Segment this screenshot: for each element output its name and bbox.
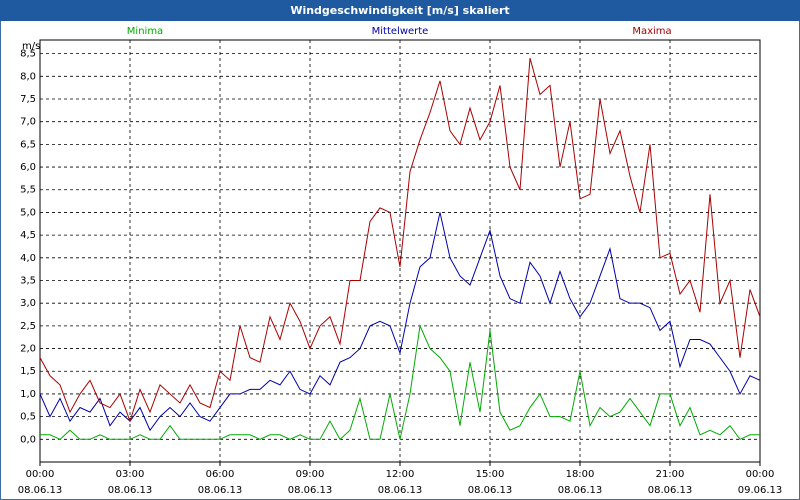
x-tick-label: 08.06.13	[648, 485, 693, 496]
chart-title: Windgeschwindigkeit [m/s] skaliert	[290, 4, 509, 17]
y-tick-label: 7,5	[20, 94, 36, 105]
y-tick-label: 3,0	[20, 298, 36, 309]
y-tick-label: 8,0	[20, 71, 36, 82]
x-tick-label: 18:00	[566, 469, 595, 480]
y-tick-label: 6,0	[20, 162, 36, 173]
x-tick-label: 00:00	[746, 469, 775, 480]
y-tick-label: 0,5	[20, 412, 36, 423]
x-tick-label: 08.06.13	[288, 485, 333, 496]
legend-label: Mittelwerte	[372, 26, 429, 37]
y-tick-label: 1,5	[20, 366, 36, 377]
x-tick-label: 00:00	[26, 469, 55, 480]
x-tick-label: 08.06.13	[108, 485, 153, 496]
y-tick-label: 0,0	[20, 434, 36, 445]
x-tick-label: 12:00	[386, 469, 415, 480]
y-axis-label: m/s	[22, 41, 40, 52]
y-tick-label: 5,0	[20, 207, 36, 218]
y-tick-label: 5,5	[20, 185, 36, 196]
y-tick-label: 1,0	[20, 389, 36, 400]
y-tick-label: 2,5	[20, 321, 36, 332]
x-tick-label: 15:00	[476, 469, 505, 480]
y-tick-label: 7,0	[20, 117, 36, 128]
x-tick-label: 08.06.13	[378, 485, 423, 496]
x-tick-label: 03:00	[116, 469, 145, 480]
data-line	[40, 324, 760, 441]
x-tick-label: 08.06.13	[468, 485, 513, 496]
y-tick-label: 4,0	[20, 253, 36, 264]
legend-label: Maxima	[632, 26, 671, 37]
x-tick-label: 06:00	[206, 469, 235, 480]
x-tick-label: 21:00	[656, 469, 685, 480]
data-line	[39, 58, 761, 423]
x-tick-label: 09:00	[296, 469, 325, 480]
x-tick-label: 08.06.13	[18, 485, 63, 496]
x-tick-label: 08.06.13	[558, 485, 603, 496]
y-tick-label: 2,0	[20, 344, 36, 355]
data-line	[39, 212, 761, 432]
x-tick-label: 08.06.13	[198, 485, 243, 496]
y-tick-label: 4,5	[20, 230, 36, 241]
y-tick-label: 8,5	[20, 49, 36, 60]
title-bar	[0, 0, 800, 21]
legend-label: Minima	[127, 26, 163, 37]
y-tick-label: 3,5	[20, 275, 36, 286]
x-tick-label: 09.06.13	[738, 485, 783, 496]
y-tick-label: 6,5	[20, 139, 36, 150]
